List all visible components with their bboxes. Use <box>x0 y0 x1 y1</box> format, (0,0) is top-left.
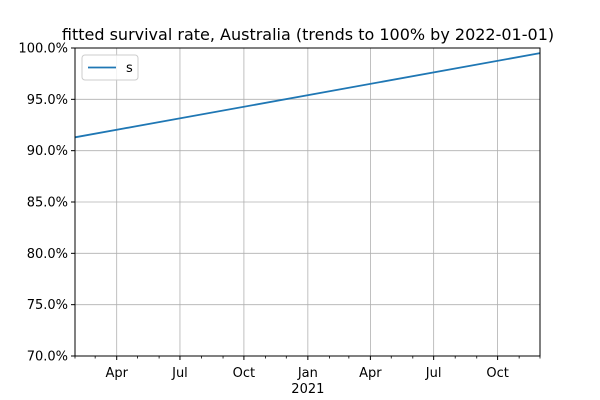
series-layer <box>74 52 541 139</box>
y-tick-label: 100.0% <box>18 42 68 57</box>
x-tick-label: Apr <box>359 366 382 381</box>
series-line-s <box>74 52 541 139</box>
y-tick-label: 90.0% <box>27 144 68 159</box>
y-tick-label: 80.0% <box>27 247 68 262</box>
ticks-layer: 70.0% 75.0% 80.0% 85.0% 90.0% 95.0% 100.0% Apr J… <box>18 42 541 397</box>
y-tick-label: 85.0% <box>27 196 68 211</box>
y-tick-label: 95.0% <box>27 93 68 108</box>
x-tick-label: Jan <box>297 366 318 381</box>
legend-label-s: s <box>126 61 133 76</box>
x-tick-label: Jul <box>171 366 188 381</box>
x-tick-label: Jul <box>425 366 442 381</box>
x-year-label: 2021 <box>291 382 324 397</box>
x-tick-label: Oct <box>486 366 508 381</box>
y-tick-label: 70.0% <box>27 350 68 365</box>
legend: s <box>81 54 139 81</box>
x-tick-label: Apr <box>105 366 128 381</box>
grid-layer <box>75 47 540 357</box>
x-tick-label: Oct <box>233 366 255 381</box>
chart-title: fitted survival rate, Australia (trends … <box>62 25 554 44</box>
y-tick-label: 75.0% <box>27 298 68 313</box>
